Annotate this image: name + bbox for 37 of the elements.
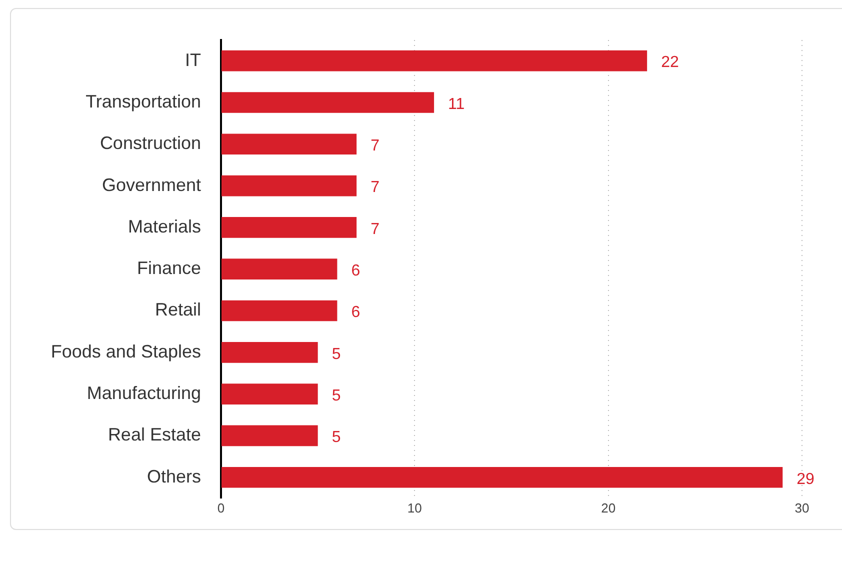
bar bbox=[222, 466, 783, 488]
bar bbox=[222, 134, 357, 155]
data-label: 5 bbox=[332, 429, 341, 446]
y-tick-label: Real Estate bbox=[108, 424, 201, 445]
x-tick-label: 20 bbox=[601, 500, 616, 516]
y-tick-label: Others bbox=[146, 466, 201, 486]
data-label: 7 bbox=[370, 220, 380, 238]
data-label: 6 bbox=[351, 262, 360, 280]
data-label: 5 bbox=[332, 346, 341, 363]
data-label: 29 bbox=[796, 470, 815, 488]
bar bbox=[222, 342, 318, 363]
x-tick-label: 10 bbox=[407, 500, 422, 516]
x-tick-label: 30 bbox=[794, 500, 810, 516]
y-tick-label: Manufacturing bbox=[86, 383, 201, 404]
data-label: 7 bbox=[370, 179, 380, 196]
data-label: 5 bbox=[332, 387, 341, 404]
x-tick-label: 0 bbox=[217, 500, 225, 516]
bar bbox=[222, 50, 648, 72]
bar bbox=[222, 300, 338, 322]
y-tick-label: IT bbox=[185, 50, 201, 70]
data-label: 22 bbox=[661, 54, 679, 72]
bar bbox=[222, 425, 318, 446]
bar bbox=[222, 258, 338, 280]
data-label: 11 bbox=[448, 96, 465, 113]
data-label: 7 bbox=[370, 138, 380, 155]
y-tick-label: Foods and Staples bbox=[50, 341, 201, 362]
y-tick-label: Transportation bbox=[86, 91, 201, 112]
data-label: 6 bbox=[351, 304, 360, 322]
bar bbox=[222, 175, 357, 196]
y-tick-label: Government bbox=[102, 174, 201, 195]
y-tick-label: Retail bbox=[154, 300, 201, 320]
y-tick-label: Materials bbox=[128, 216, 201, 236]
bar bbox=[222, 92, 434, 113]
y-tick-label: Construction bbox=[100, 133, 201, 154]
bar bbox=[222, 384, 318, 404]
y-tick-label: Finance bbox=[136, 258, 201, 278]
bar bbox=[222, 217, 357, 238]
